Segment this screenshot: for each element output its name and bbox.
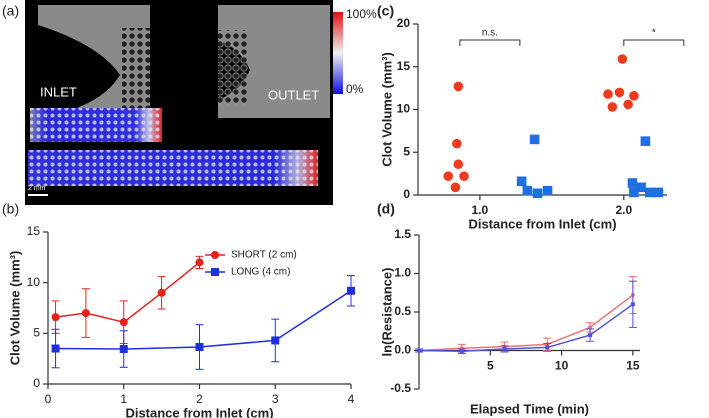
line — [55, 290, 352, 350]
marker — [607, 102, 618, 112]
y-axis-label: Clot Volume (mm³) — [7, 251, 22, 366]
marker — [629, 91, 639, 101]
x-tick-label: 4 — [348, 392, 355, 406]
marker — [644, 187, 655, 198]
line — [418, 303, 634, 353]
x-tick-label: 5 — [487, 359, 494, 373]
marker — [617, 54, 628, 64]
y-tick-label: 15 — [397, 59, 411, 73]
marker — [653, 187, 664, 198]
panel-label: (c) — [377, 3, 394, 19]
x-axis-label: Distance from Inlet (cm) — [125, 405, 273, 418]
marker — [119, 318, 128, 327]
chart: (d) -0.5 0.0 0.5 1.0 1.5 5 10 15 Elapsed Time (mi… — [377, 201, 640, 416]
y-tick-label: 0.0 — [394, 343, 411, 357]
x-tick-label: 3 — [272, 392, 279, 406]
marker — [529, 134, 540, 145]
x-axis-label: Distance from Inlet (cm) — [468, 216, 616, 231]
significance-label: * — [652, 28, 656, 39]
y-tick-label: 1.5 — [394, 227, 411, 241]
marker — [211, 251, 219, 259]
y-tick-label: -0.5 — [390, 381, 411, 395]
marker — [51, 344, 60, 353]
marker — [636, 182, 646, 193]
outlet-label: OUTLET — [268, 87, 319, 102]
panel-label: (a) — [2, 3, 19, 19]
marker — [459, 171, 469, 181]
marker — [532, 188, 543, 199]
marker — [603, 89, 613, 99]
significance-bracket — [459, 39, 521, 46]
colorbar-max: 100% — [346, 7, 377, 21]
y-tick-label: 1.0 — [394, 266, 411, 280]
marker — [629, 187, 639, 198]
legend-label: SHORT (2 cm) — [231, 250, 297, 261]
marker — [588, 325, 593, 330]
marker — [195, 258, 204, 267]
significance-label: n.s. — [482, 28, 498, 39]
y-tick-label: 0 — [33, 376, 40, 390]
marker — [443, 171, 454, 181]
significance-bracket — [623, 39, 685, 46]
marker — [516, 176, 527, 187]
marker — [195, 343, 204, 352]
y-tick-label: 0 — [403, 187, 410, 201]
panel-a-image — [25, 0, 343, 205]
x-tick-label: 1.0 — [472, 203, 489, 217]
marker — [614, 87, 625, 98]
panel-label: (b) — [2, 201, 19, 217]
scale-bar-label: 2 mm — [28, 185, 46, 192]
y-tick-label: 10 — [397, 102, 411, 116]
x-tick-label: 1 — [120, 392, 127, 406]
marker — [119, 345, 128, 354]
marker — [417, 348, 421, 353]
x-tick-label: 2 — [196, 392, 203, 406]
legend-label: LONG (4 cm) — [231, 267, 290, 278]
marker — [453, 159, 464, 170]
marker — [545, 345, 550, 350]
y-tick-label: 0.5 — [394, 304, 411, 318]
marker — [211, 268, 219, 276]
x-tick-label: 0 — [45, 392, 52, 406]
marker — [81, 309, 90, 318]
marker — [452, 138, 462, 149]
marker — [630, 302, 635, 307]
marker — [157, 288, 166, 297]
y-axis-label: Clot Volume (mm³) — [379, 52, 394, 167]
marker — [459, 349, 464, 354]
marker — [271, 336, 280, 345]
marker — [347, 286, 355, 295]
x-tick-label: 10 — [555, 359, 569, 373]
marker — [640, 136, 651, 146]
panel-label: (d) — [377, 201, 395, 217]
y-tick-label: 20 — [397, 16, 411, 30]
marker — [522, 185, 533, 196]
y-tick-label: 10 — [27, 275, 41, 289]
marker — [588, 333, 593, 338]
x-tick-label: 15 — [626, 359, 640, 373]
marker — [450, 182, 461, 193]
x-axis-label: Elapsed Time (min) — [470, 401, 589, 416]
inlet-label: INLET — [40, 84, 77, 99]
y-tick-label: 5 — [33, 326, 40, 340]
colorbar-min: 0% — [346, 82, 364, 96]
marker — [623, 99, 633, 110]
y-tick-label: 5 — [403, 144, 410, 158]
y-axis-label: ln(Resistance) — [379, 268, 394, 357]
marker — [453, 81, 464, 92]
marker — [502, 346, 507, 351]
marker — [542, 185, 553, 196]
marker — [51, 313, 60, 322]
line — [418, 294, 634, 352]
y-tick-label: 15 — [27, 224, 41, 238]
marker — [627, 178, 638, 188]
chart: (b) 0 5 10 15 0 1 2 3 4 Distance from Inlet (cm) Cl… — [2, 201, 355, 418]
line — [55, 261, 200, 324]
x-tick-label: 2.0 — [615, 203, 632, 217]
